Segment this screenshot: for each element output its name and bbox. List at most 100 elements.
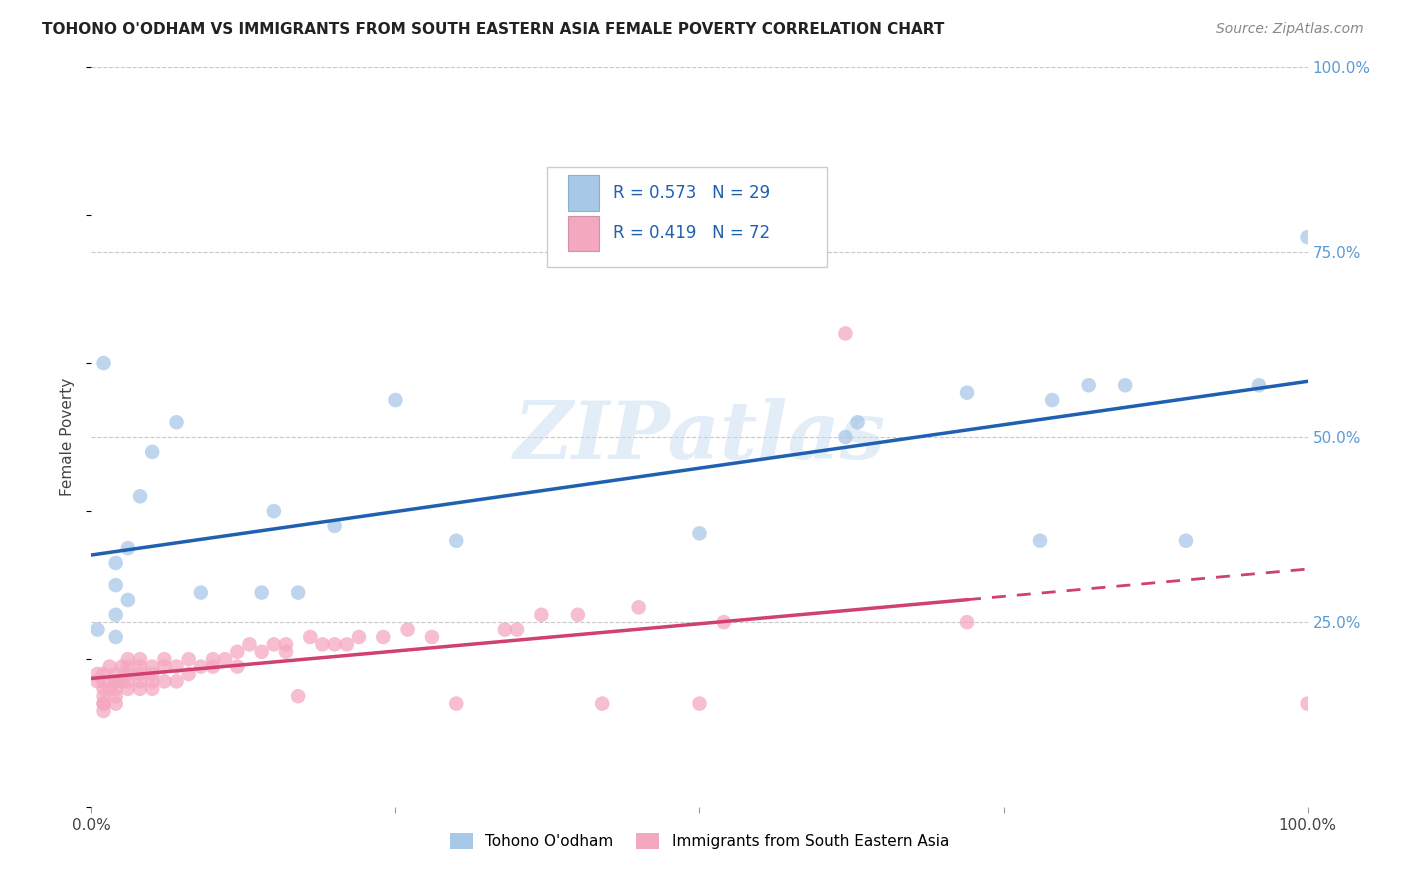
Point <box>530 607 553 622</box>
Point <box>226 645 249 659</box>
Point <box>287 585 309 599</box>
Point <box>287 689 309 703</box>
Text: TOHONO O'ODHAM VS IMMIGRANTS FROM SOUTH EASTERN ASIA FEMALE POVERTY CORRELATION : TOHONO O'ODHAM VS IMMIGRANTS FROM SOUTH … <box>42 22 945 37</box>
Point <box>166 415 188 429</box>
Point <box>311 637 333 651</box>
Point <box>688 697 710 711</box>
Point <box>93 674 115 689</box>
Point <box>117 593 139 607</box>
Point <box>846 415 869 429</box>
Point <box>1077 378 1099 392</box>
Point <box>98 659 121 673</box>
Point <box>86 667 108 681</box>
Point <box>93 697 115 711</box>
Point <box>153 659 176 673</box>
FancyBboxPatch shape <box>547 167 827 267</box>
Point <box>93 681 115 696</box>
Point <box>111 659 134 673</box>
Point <box>1296 230 1319 244</box>
Point <box>104 630 127 644</box>
Point <box>347 630 370 644</box>
Point <box>141 659 163 673</box>
Point <box>250 645 273 659</box>
Point <box>129 681 152 696</box>
Point <box>396 623 419 637</box>
Text: R = 0.419   N = 72: R = 0.419 N = 72 <box>613 225 770 243</box>
Point <box>104 667 127 681</box>
Point <box>1247 378 1270 392</box>
Point <box>129 652 152 666</box>
Point <box>141 681 163 696</box>
Point <box>104 674 127 689</box>
Point <box>567 607 589 622</box>
Point <box>263 504 285 518</box>
Point <box>177 652 200 666</box>
Point <box>117 681 139 696</box>
Point <box>299 630 322 644</box>
Point <box>117 652 139 666</box>
Point <box>104 607 127 622</box>
Point <box>336 637 359 651</box>
Point <box>274 637 297 651</box>
Point <box>141 674 163 689</box>
Point <box>956 615 979 630</box>
Point <box>373 630 395 644</box>
Point <box>93 667 115 681</box>
Point <box>104 681 127 696</box>
Point <box>250 585 273 599</box>
Text: R = 0.573   N = 29: R = 0.573 N = 29 <box>613 184 770 202</box>
Point <box>834 326 856 341</box>
Point <box>323 637 346 651</box>
Point <box>166 674 188 689</box>
Point <box>117 674 139 689</box>
Point <box>86 674 108 689</box>
Point <box>129 674 152 689</box>
Y-axis label: Female Poverty: Female Poverty <box>60 378 76 496</box>
FancyBboxPatch shape <box>568 216 599 252</box>
Point <box>117 667 139 681</box>
Point <box>420 630 443 644</box>
FancyBboxPatch shape <box>568 175 599 211</box>
Text: ZIPatlas: ZIPatlas <box>513 399 886 475</box>
Point <box>166 659 188 673</box>
Point <box>111 674 134 689</box>
Point <box>274 645 297 659</box>
Point <box>129 489 152 503</box>
Point <box>104 578 127 592</box>
Point <box>226 659 249 673</box>
Point <box>117 659 139 673</box>
Point <box>104 556 127 570</box>
Point <box>117 541 139 555</box>
Point <box>1296 697 1319 711</box>
Point <box>1040 392 1063 407</box>
Point <box>956 385 979 400</box>
Point <box>238 637 260 651</box>
Point <box>834 430 856 444</box>
Point <box>93 704 115 718</box>
Point <box>1029 533 1052 548</box>
Point <box>86 623 108 637</box>
Legend: Tohono O'odham, Immigrants from South Eastern Asia: Tohono O'odham, Immigrants from South Ea… <box>444 827 955 855</box>
Point <box>591 697 613 711</box>
Point <box>1114 378 1136 392</box>
Point <box>202 659 225 673</box>
Point <box>263 637 285 651</box>
Point <box>627 600 650 615</box>
Point <box>177 667 200 681</box>
Point <box>93 689 115 703</box>
Point <box>202 652 225 666</box>
Point <box>104 674 127 689</box>
Point <box>688 526 710 541</box>
Text: Source: ZipAtlas.com: Source: ZipAtlas.com <box>1216 22 1364 37</box>
Point <box>444 533 467 548</box>
Point <box>129 659 152 673</box>
Point <box>190 585 212 599</box>
Point <box>98 681 121 696</box>
Point <box>153 652 176 666</box>
Point <box>323 519 346 533</box>
Point <box>141 445 163 459</box>
Point <box>384 392 406 407</box>
Point <box>190 659 212 673</box>
Point <box>494 623 516 637</box>
Point <box>93 697 115 711</box>
